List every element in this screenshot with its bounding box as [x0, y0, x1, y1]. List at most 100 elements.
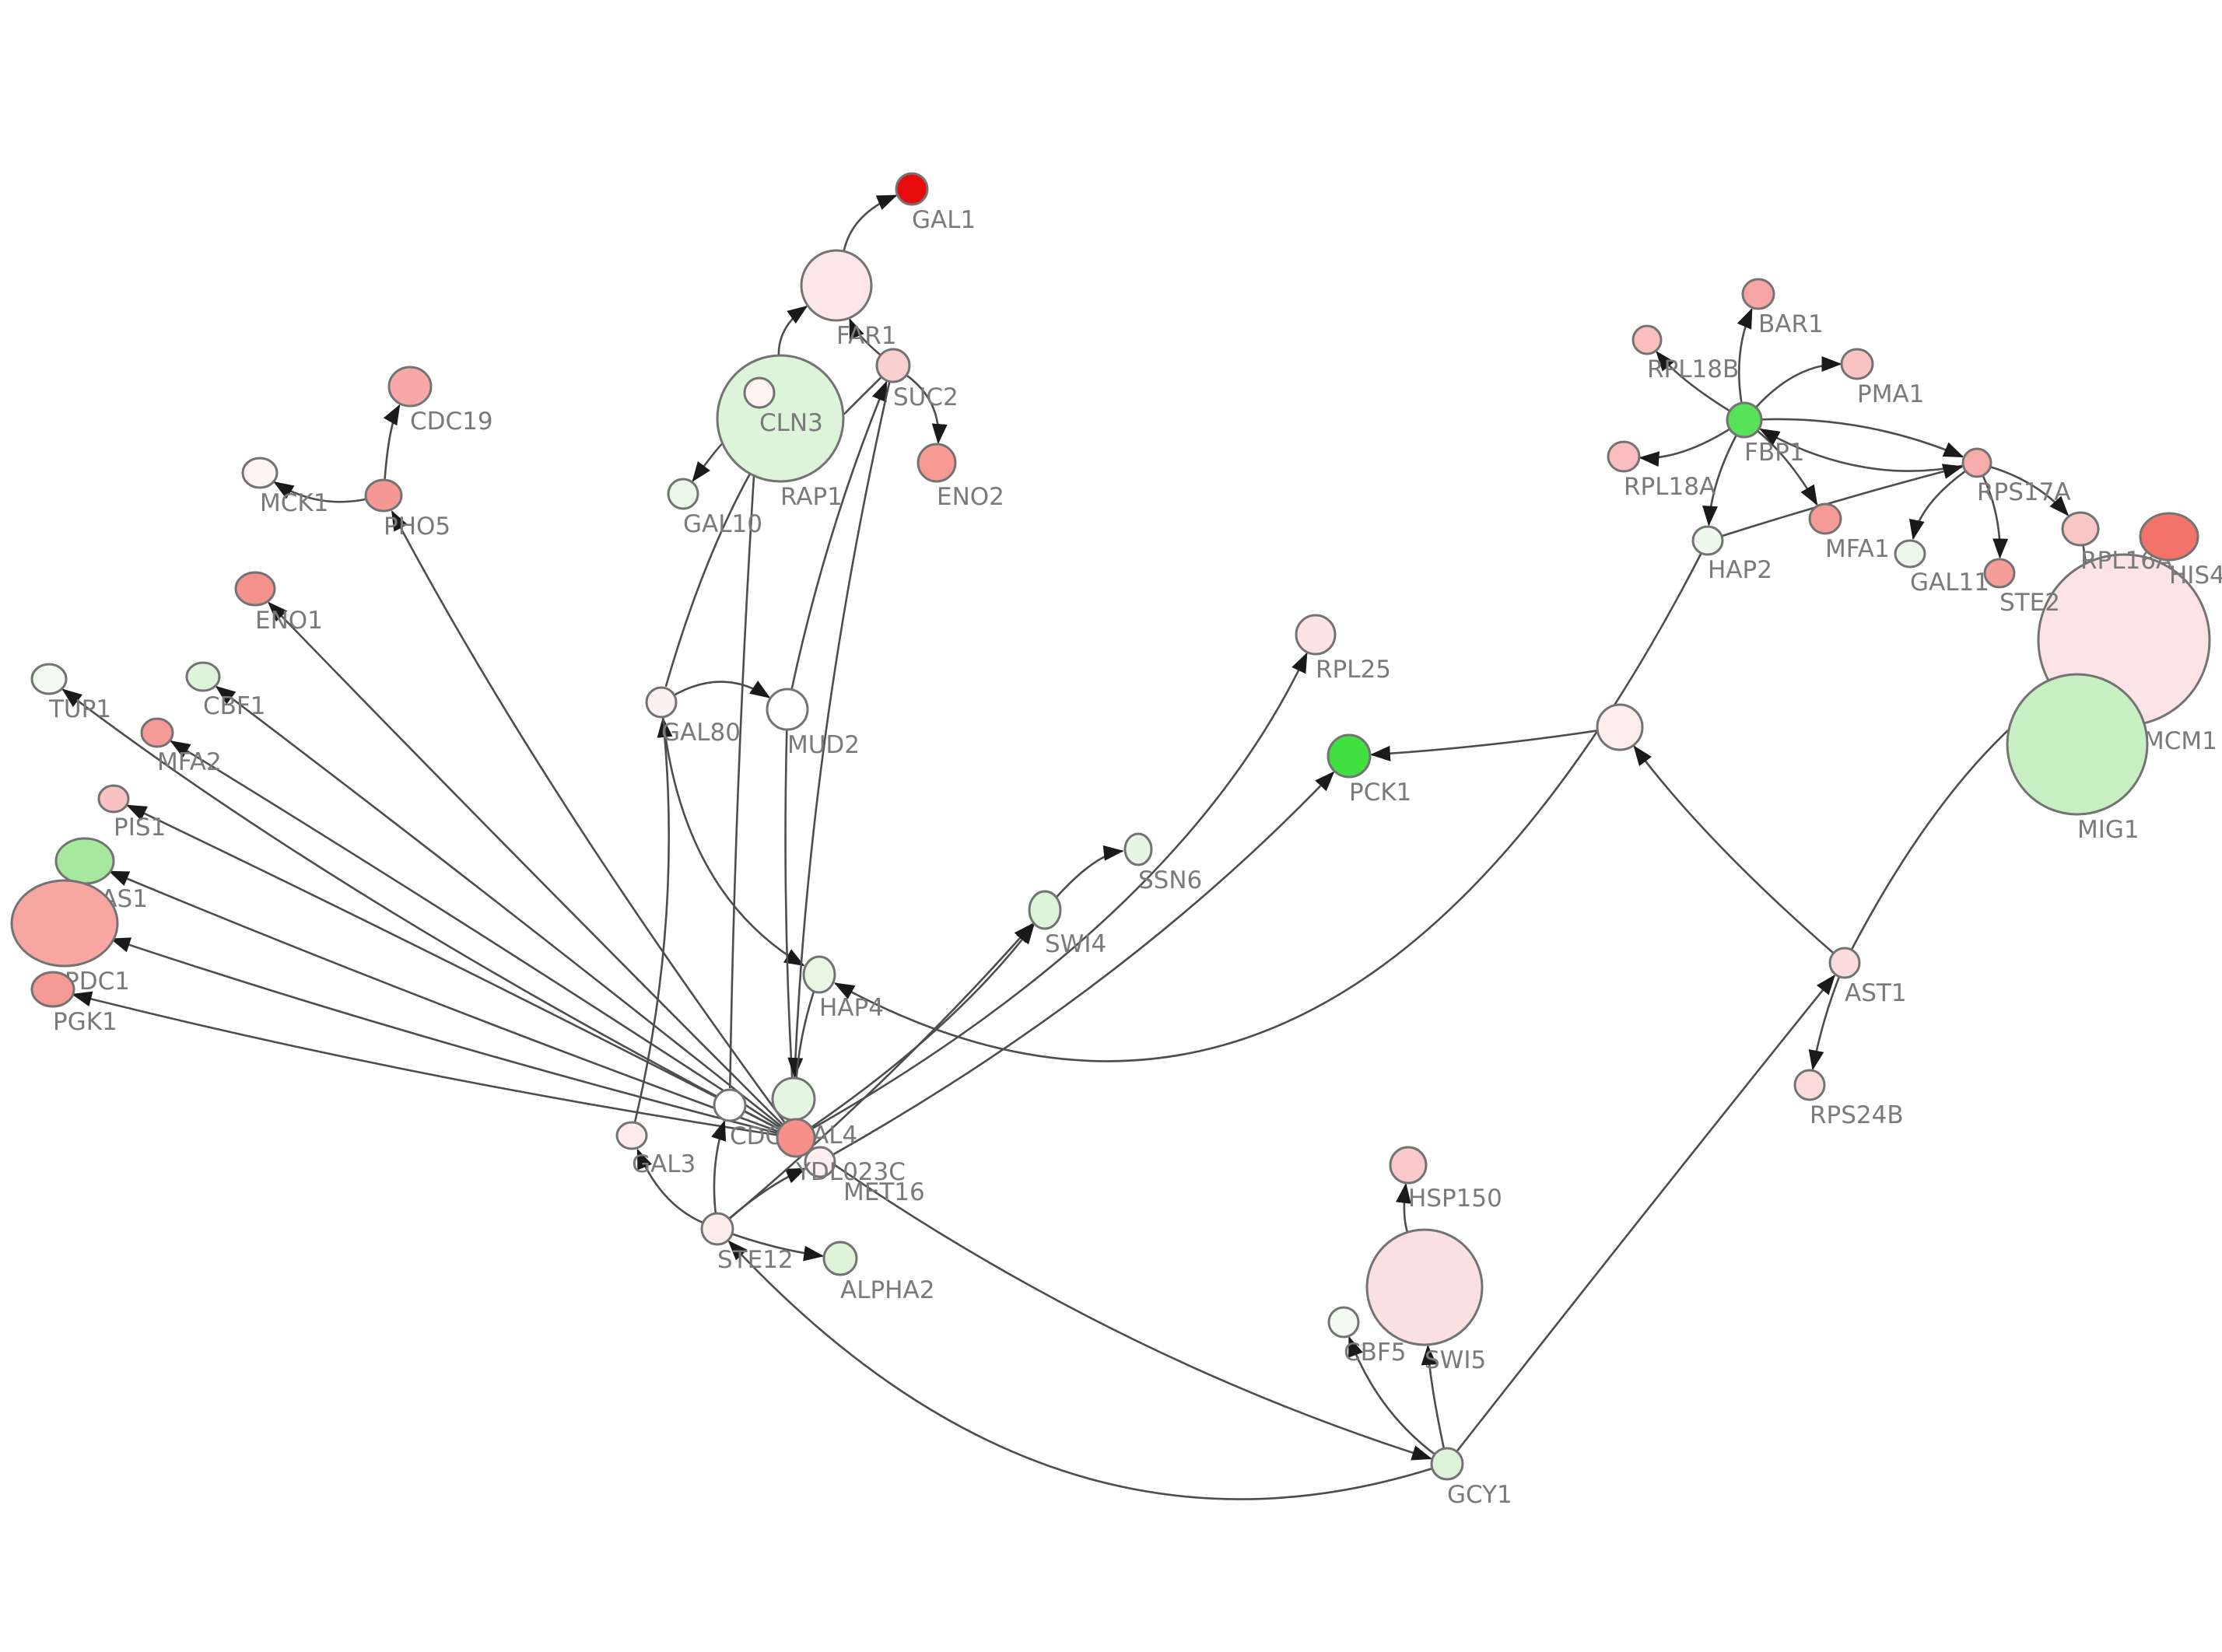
edge-RPS17A-RPL16A[interactable]	[1989, 465, 2070, 516]
edge-AST1-RPS24B[interactable]	[1808, 976, 1841, 1071]
node-circle-ALPHA2[interactable]	[822, 1241, 858, 1276]
edge-YDL023C-RPL25[interactable]	[811, 652, 1308, 1130]
node-circle-GAL10[interactable]	[667, 478, 699, 510]
node-circle-CDC28[interactable]	[713, 1088, 747, 1122]
node-circle-PCK1[interactable]	[1327, 733, 1372, 779]
node-circle-RPS24B[interactable]	[1793, 1069, 1826, 1101]
node-circle-GAL1[interactable]	[895, 172, 929, 206]
edge-RPS17A-FBP1[interactable]	[1759, 428, 1964, 472]
edge-RPS17A-STE2[interactable]	[1982, 474, 2009, 559]
node-HIS4[interactable]: HIS4	[2139, 512, 2222, 590]
node-CLN3[interactable]: CLN3	[743, 376, 823, 437]
node-YDL023C[interactable]: YDL023C	[776, 1118, 906, 1186]
edge-FBP1-RPL18A[interactable]	[1638, 428, 1730, 467]
node-PHO5[interactable]: PHO5	[364, 478, 450, 541]
node-RPL25[interactable]: RPL25	[1295, 614, 1391, 684]
node-circle-node26[interactable]	[1596, 703, 1644, 751]
node-RPL16A[interactable]: RPL16A	[2061, 511, 2172, 575]
node-circle-FAR1[interactable]	[800, 249, 873, 322]
edge-YDL023C-PHO5[interactable]	[391, 510, 786, 1124]
edge-FBP1-HAP2[interactable]	[1702, 434, 1737, 527]
edge-YDL023C-PIS1[interactable]	[126, 804, 780, 1131]
edge-FBP1-PMA1[interactable]	[1754, 356, 1842, 408]
edge-HAP2-HAP4[interactable]	[833, 552, 1702, 1062]
edge-GCY1-AST1[interactable]	[1456, 974, 1836, 1453]
edge-CLN3-CDC28[interactable]	[729, 407, 759, 1089]
edge-node26-PCK1[interactable]	[1369, 730, 1598, 761]
node-circle-HAP2[interactable]	[1691, 525, 1724, 556]
node-GAL1[interactable]: GAL1	[895, 172, 976, 234]
edge-SUC2-FAR1[interactable]	[849, 317, 881, 356]
edge-FBP1-RPL18B[interactable]	[1656, 351, 1730, 412]
node-circle-GAL3[interactable]	[615, 1121, 648, 1150]
node-unlabeled-node26[interactable]	[1596, 703, 1644, 751]
edge-YDL023C-MFA2[interactable]	[170, 740, 781, 1129]
edge-STE12-ALPHA2[interactable]	[731, 1233, 825, 1262]
node-circle-RPL18A[interactable]	[1607, 440, 1641, 473]
edge-GAL80-HAP4[interactable]	[661, 716, 805, 967]
node-circle-RPL25[interactable]	[1295, 614, 1337, 656]
node-PCK1[interactable]: PCK1	[1327, 733, 1411, 807]
node-circle-SWI4[interactable]	[1028, 890, 1062, 930]
node-circle-FBP1[interactable]	[1726, 401, 1763, 439]
node-circle-PDC1[interactable]	[10, 879, 119, 968]
node-FAR1[interactable]: FAR1	[800, 249, 896, 350]
edge-YDL023C-CBF1[interactable]	[215, 685, 783, 1128]
node-circle-MET16[interactable]	[804, 1146, 836, 1178]
node-circle-ENO2[interactable]	[916, 443, 957, 483]
node-circle-SUC2[interactable]	[875, 348, 911, 383]
node-RPL18A[interactable]: RPL18A	[1607, 440, 1716, 501]
node-GAL3[interactable]: GAL3	[615, 1121, 696, 1178]
node-circle-HIS4[interactable]	[2139, 512, 2199, 562]
edge-SUC2-GAL4[interactable]	[787, 381, 891, 1078]
node-ENO1[interactable]: ENO1	[234, 571, 323, 635]
edge-HAP2-RPS17A[interactable]	[1721, 464, 1964, 537]
node-circle-YDL023C[interactable]	[776, 1118, 816, 1158]
edge-YDL023C-PDC1[interactable]	[110, 937, 779, 1135]
node-circle-CBF5[interactable]	[1327, 1306, 1360, 1339]
node-SSN6[interactable]: SSN6	[1123, 832, 1202, 894]
node-STE2[interactable]: STE2	[1983, 558, 2060, 617]
edge-RAP1-FAR1[interactable]	[777, 305, 808, 356]
node-ENO2[interactable]: ENO2	[916, 443, 1004, 511]
node-PGK1[interactable]: PGK1	[30, 971, 117, 1036]
edge-YDL023C-TUP1[interactable]	[61, 688, 780, 1131]
node-circle-CLN3[interactable]	[743, 376, 776, 409]
edge-PHO5-CDC19[interactable]	[383, 404, 401, 479]
node-GCY1[interactable]: GCY1	[1430, 1447, 1512, 1509]
edge-MUD2-YDL023C[interactable]	[784, 729, 796, 1118]
edge-RAP1-GAL10[interactable]	[692, 443, 724, 482]
node-TUP1[interactable]: TUP1	[30, 663, 111, 723]
node-MCK1[interactable]: MCK1	[241, 457, 328, 517]
node-circle-STE2[interactable]	[1983, 558, 2016, 589]
node-circle-AST1[interactable]	[1828, 947, 1861, 979]
node-RPL18B[interactable]: RPL18B	[1631, 324, 1739, 383]
node-circle-RPL18B[interactable]	[1631, 324, 1663, 355]
node-circle-ENO1[interactable]	[234, 571, 276, 607]
node-AST1[interactable]: AST1	[1828, 947, 1907, 1007]
edge-YDL023C-GCY1[interactable]	[810, 1147, 1432, 1461]
node-CBF1[interactable]: CBF1	[185, 661, 265, 720]
node-PMA1[interactable]: PMA1	[1840, 348, 1924, 408]
node-circle-SSN6[interactable]	[1123, 832, 1153, 866]
edge-YDL023C-PGK1[interactable]	[71, 991, 778, 1136]
node-circle-CBF1[interactable]	[185, 661, 221, 692]
node-GAL11[interactable]: GAL11	[1894, 539, 1989, 597]
edge-SWI4-SSN6[interactable]	[1055, 845, 1124, 898]
node-PDC1[interactable]: PDC1	[10, 879, 130, 996]
node-circle-MCK1[interactable]	[241, 457, 279, 489]
node-circle-GCY1[interactable]	[1430, 1447, 1464, 1481]
node-circle-GAL11[interactable]	[1894, 539, 1926, 569]
node-circle-HAP4[interactable]	[802, 955, 836, 994]
node-circle-MUD2[interactable]	[766, 688, 809, 731]
edge-STE12-MET16[interactable]	[728, 1167, 807, 1220]
edge-GAL80-MUD2[interactable]	[673, 681, 771, 698]
node-circle-HSP150[interactable]	[1389, 1146, 1428, 1185]
edge-YDL023C-SWI4[interactable]	[811, 923, 1035, 1129]
node-circle-PMA1[interactable]	[1840, 348, 1874, 380]
node-HAP4[interactable]: HAP4	[802, 955, 884, 1022]
edge-YDL023C-ENO1[interactable]	[268, 601, 783, 1125]
edge-PHO5-MCK1[interactable]	[273, 481, 368, 503]
node-GAL10[interactable]: GAL10	[667, 478, 762, 538]
node-MFA2[interactable]: MFA2	[140, 717, 222, 776]
